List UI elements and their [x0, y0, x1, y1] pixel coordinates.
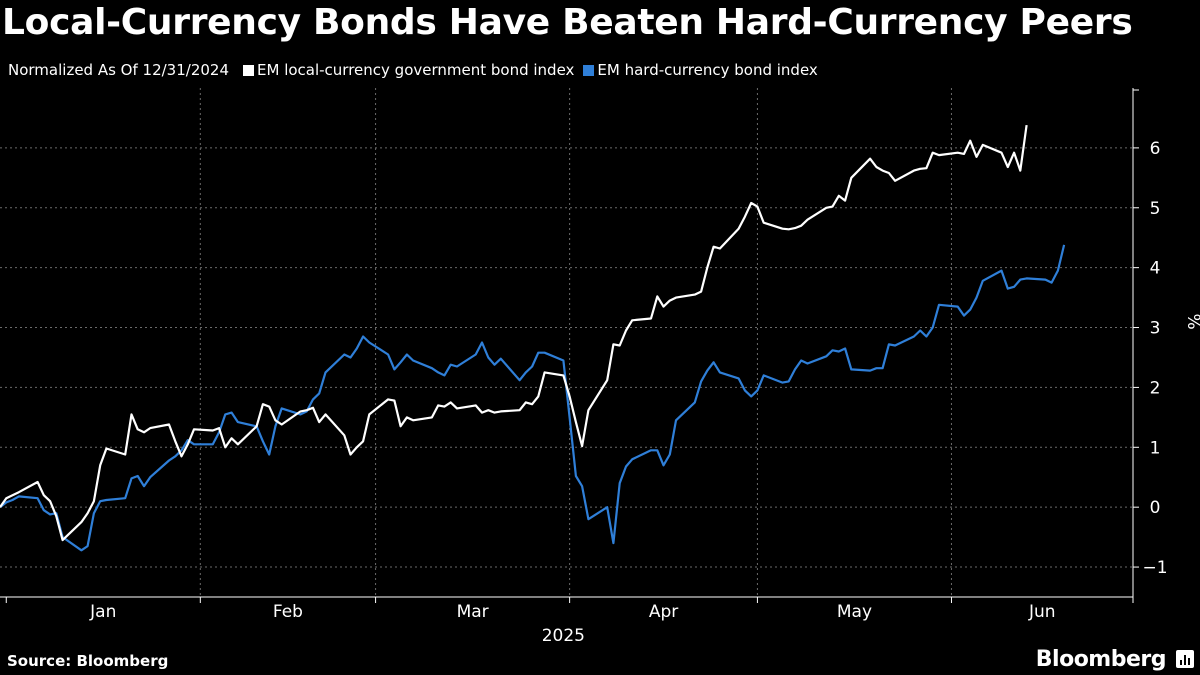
y-tick-label: 1	[1150, 438, 1161, 458]
x-year-label: 2025	[542, 626, 585, 646]
legend-label-hard: EM hard-currency bond index	[597, 61, 818, 79]
y-tick-label: 2	[1150, 378, 1161, 398]
x-tick-label: Feb	[273, 602, 303, 622]
y-tick-label: 3	[1150, 319, 1161, 339]
x-tick-label: Mar	[457, 602, 489, 622]
x-tick-label: Apr	[649, 602, 678, 622]
legend-normalization-note: Normalized As Of 12/31/2024	[8, 61, 229, 79]
y-tick-label: 6	[1150, 139, 1161, 159]
legend-swatch-local	[243, 64, 254, 76]
chart-logo-icon	[1176, 650, 1194, 668]
y-axis-label: %	[1183, 313, 1200, 329]
series-line-local-currency	[0, 124, 1028, 542]
y-tick-label: 4	[1150, 259, 1161, 279]
y-tick-label: −1	[1142, 558, 1167, 578]
source-note: Source: Bloomberg	[7, 652, 169, 670]
legend: Normalized As Of 12/31/2024 EM local-cur…	[8, 61, 818, 79]
y-tick-label: 0	[1150, 498, 1161, 518]
series-line-hard-currency	[0, 244, 1066, 552]
legend-item-local: EM local-currency government bond index	[243, 61, 574, 79]
x-tick-label: May	[837, 602, 872, 622]
brand-logo: Bloomberg	[1035, 647, 1167, 672]
legend-item-hard: EM hard-currency bond index	[583, 61, 818, 79]
x-tick-label: Jun	[1028, 602, 1056, 622]
y-tick-label: 5	[1150, 199, 1161, 219]
legend-label-local: EM local-currency government bond index	[257, 61, 575, 79]
x-tick-label: Jan	[89, 602, 116, 622]
chart-title: Local-Currency Bonds Have Beaten Hard-Cu…	[2, 2, 1133, 43]
legend-swatch-hard	[583, 64, 595, 76]
